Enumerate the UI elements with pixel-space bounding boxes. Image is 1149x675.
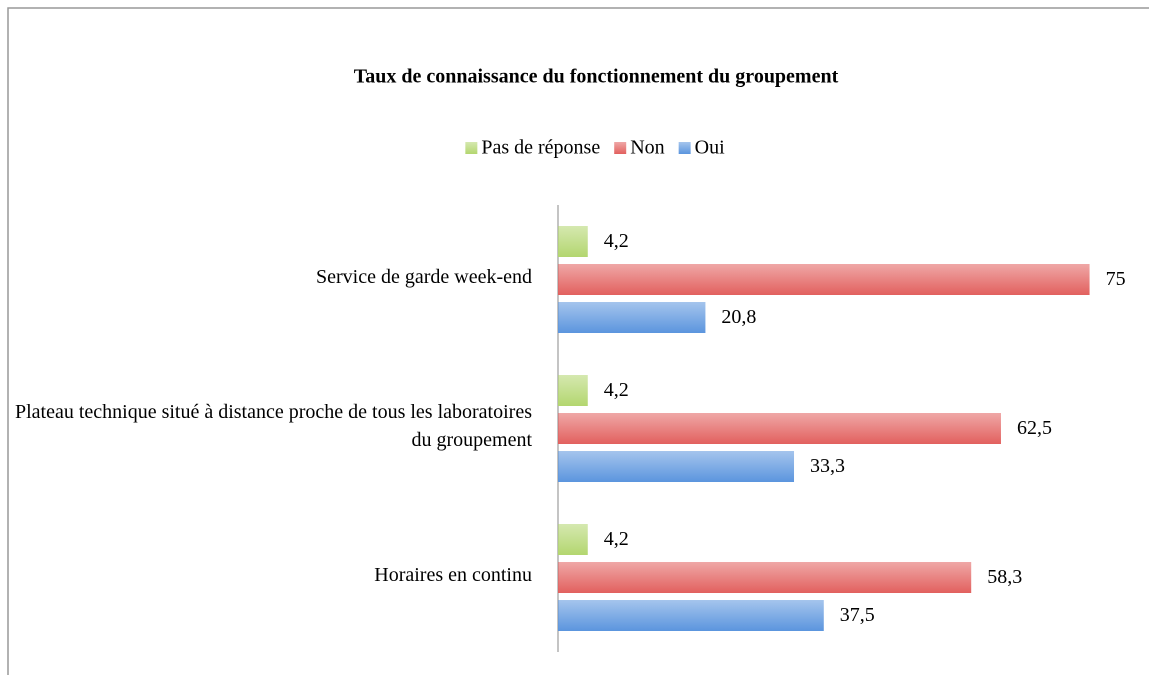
chart-title: Taux de connaissance du fonctionnement d… [354, 66, 839, 88]
data-label: 58,3 [987, 566, 1022, 588]
bar [558, 524, 588, 555]
bar [558, 226, 588, 257]
legend-swatch [614, 142, 627, 154]
legend-swatch [678, 142, 691, 154]
legend-label: Pas de réponse [481, 137, 600, 159]
category-label: Horaires en continu [374, 563, 532, 586]
bar [558, 413, 1001, 444]
bar [558, 562, 972, 593]
legend-swatch [465, 142, 478, 154]
category-label: Plateau technique situé à distance proch… [14, 400, 532, 451]
bar [558, 264, 1090, 295]
frame [7, 7, 1149, 675]
bar [558, 375, 588, 406]
data-label: 33,3 [810, 455, 845, 477]
data-label: 4,2 [604, 230, 629, 252]
category-label: Service de garde week-end [316, 265, 532, 288]
data-label: 4,2 [604, 379, 629, 401]
bar [558, 451, 795, 482]
data-label: 20,8 [721, 306, 756, 328]
data-label: 62,5 [1017, 417, 1052, 439]
legend-label: Oui [695, 137, 725, 159]
legend-label: Non [630, 137, 664, 159]
bar [558, 600, 824, 631]
data-label: 75 [1106, 268, 1126, 290]
data-label: 4,2 [604, 528, 629, 550]
bar [558, 302, 706, 333]
data-label: 37,5 [840, 604, 875, 626]
